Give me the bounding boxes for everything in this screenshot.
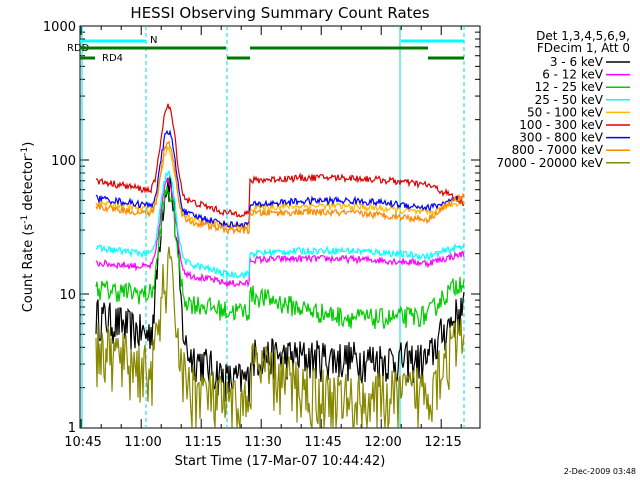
x-tick-label-1200: 12:00 bbox=[364, 435, 401, 450]
legend-header-2: FDecim 1, Att 0 bbox=[537, 41, 630, 55]
y-tick-label-100: 100 bbox=[51, 154, 76, 169]
series-line-8 bbox=[95, 246, 465, 428]
footer-date: 2-Dec-2009 03:48 bbox=[564, 467, 636, 476]
legend: Det 1,3,4,5,6,9, FDecim 1, Att 0 3 - 6 k… bbox=[496, 29, 630, 170]
legend-label-3: 25 - 50 keV bbox=[535, 93, 604, 107]
flag-bars: RDD RD4 N bbox=[67, 35, 464, 64]
y-axis-label: Count Rate (s-1 detector-1) bbox=[20, 142, 36, 313]
x-tick-labels: 10:45 11:00 11:15 11:30 11:45 12:00 12:1… bbox=[64, 435, 461, 450]
legend-label-0: 3 - 6 keV bbox=[550, 55, 604, 69]
y-tick-labels: 1 10 100 1000 bbox=[43, 20, 76, 436]
x-tick-label-1145: 11:45 bbox=[304, 435, 341, 450]
legend-label-2: 12 - 25 keV bbox=[535, 80, 604, 94]
series-line-7 bbox=[95, 140, 465, 236]
y-tick-label-1: 1 bbox=[68, 421, 76, 436]
axis-ticks bbox=[80, 26, 480, 429]
legend-label-4: 50 - 100 keV bbox=[527, 105, 604, 119]
plot-area bbox=[79, 25, 481, 429]
legend-label-1: 6 - 12 keV bbox=[542, 68, 604, 82]
legend-header-1: Det 1,3,4,5,6,9, bbox=[536, 29, 630, 43]
x-tick-label-1115: 11:15 bbox=[184, 435, 221, 450]
series-line-3 bbox=[95, 169, 465, 281]
series-line-1 bbox=[95, 177, 465, 288]
x-tick-label-1045: 10:45 bbox=[64, 435, 101, 450]
legend-label-6: 300 - 800 keV bbox=[519, 131, 603, 145]
series-line-2 bbox=[95, 186, 465, 330]
x-tick-label-1130: 11:30 bbox=[244, 435, 281, 450]
x-tick-label-1100: 11:00 bbox=[124, 435, 161, 450]
x-axis-label: Start Time (17-Mar-07 10:44:42) bbox=[175, 454, 386, 469]
legend-label-8: 7000 - 20000 keV bbox=[496, 156, 603, 170]
state-markers bbox=[81, 26, 465, 428]
flag-label-rdd: RDD bbox=[67, 43, 90, 54]
series-lines bbox=[95, 103, 465, 428]
legend-label-5: 100 - 300 keV bbox=[519, 118, 603, 132]
series-line-6 bbox=[95, 129, 465, 230]
x-tick-label-1215: 12:15 bbox=[424, 435, 461, 450]
chart-title: HESSI Observing Summary Count Rates bbox=[130, 4, 429, 22]
flag-label-rd4: RD4 bbox=[102, 53, 123, 64]
legend-label-7: 800 - 7000 keV bbox=[512, 143, 604, 157]
series-line-0 bbox=[95, 175, 465, 405]
y-tick-label-10: 10 bbox=[59, 288, 76, 303]
flag-label-n: N bbox=[150, 35, 157, 46]
plot-border bbox=[79, 25, 481, 429]
y-tick-label-1000: 1000 bbox=[43, 20, 76, 35]
series-line-5 bbox=[95, 103, 465, 218]
